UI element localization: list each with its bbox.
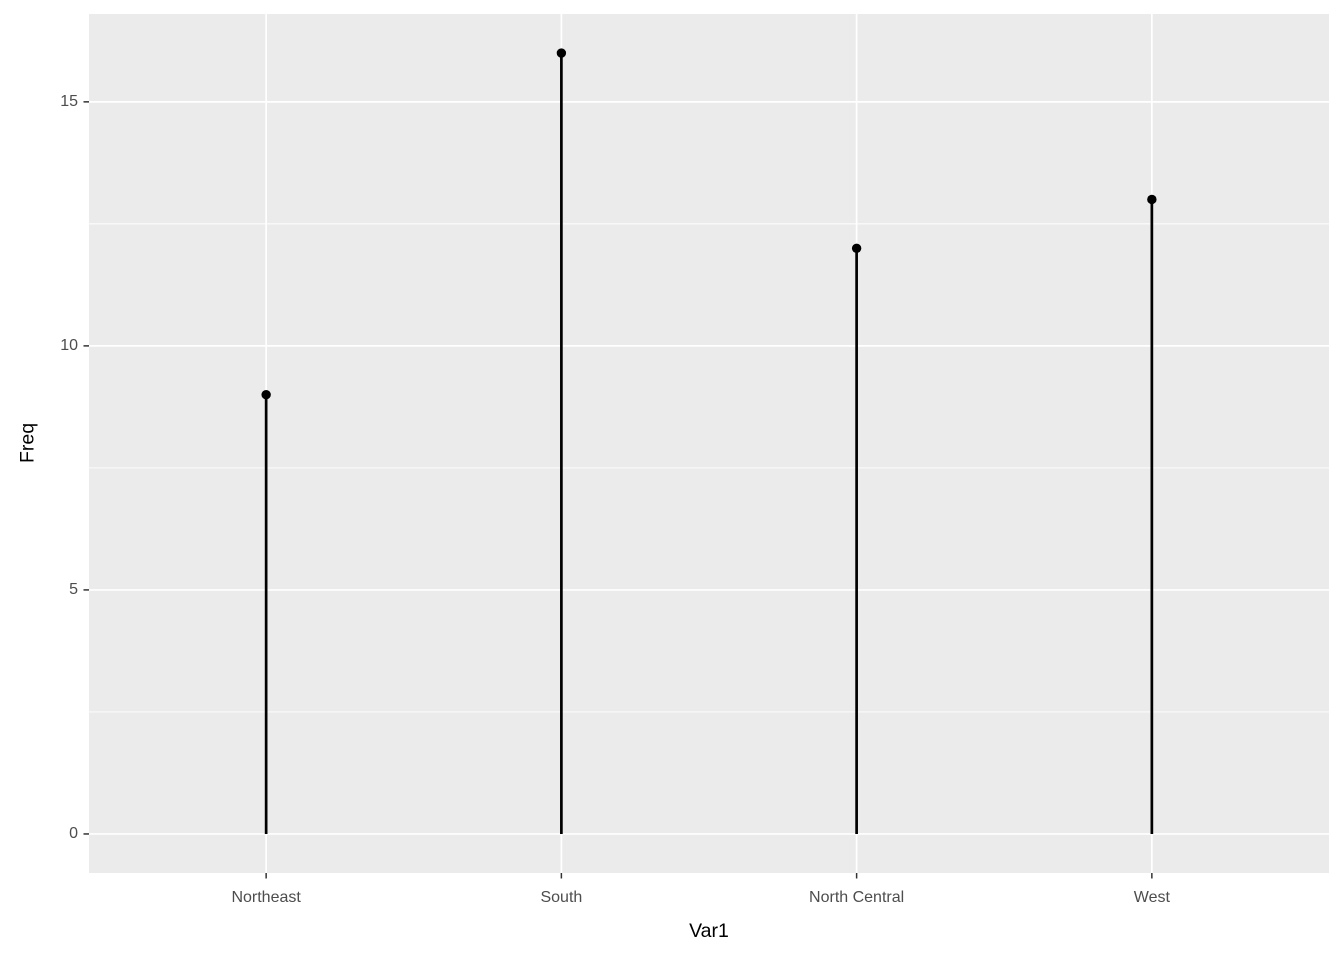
y-tick-label: 15 [60, 92, 78, 110]
x-tick-label: Northeast [231, 889, 301, 906]
lollipop-point [261, 389, 271, 400]
x-axis-title: Var1 [689, 920, 729, 942]
lollipop-point [1147, 194, 1157, 205]
y-tick-label: 10 [60, 336, 78, 354]
x-tick-label: West [1133, 889, 1170, 906]
y-tick-label: 0 [69, 824, 78, 842]
plot-panel-background [89, 14, 1329, 873]
y-tick-label: 5 [69, 580, 78, 598]
x-tick-label: South [540, 889, 583, 906]
x-tick-label: North Central [809, 889, 905, 906]
lollipop-point [556, 48, 567, 58]
y-axis-title: Freq [16, 422, 39, 464]
lollipop-point [851, 243, 862, 253]
